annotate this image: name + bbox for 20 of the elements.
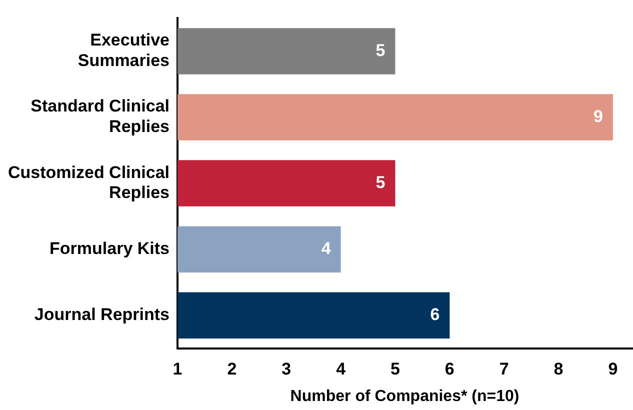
x-tick-label: 4 xyxy=(336,359,346,378)
x-tick-label: 5 xyxy=(390,359,400,378)
x-tick-label: 1 xyxy=(172,359,182,378)
y-tick-label: Standard Clinical Replies xyxy=(30,96,170,136)
data-label: 4 xyxy=(321,239,332,258)
x-tick-label: 6 xyxy=(444,359,454,378)
data-label: 9 xyxy=(593,106,603,126)
x-tick-label: 3 xyxy=(282,359,292,378)
y-tick-label: Formulary Kits xyxy=(50,239,170,258)
x-axis-title: Number of Companies* (n=10) xyxy=(290,388,520,405)
x-tick-label: 8 xyxy=(554,359,564,378)
y-tick-label: Customized Clinical Replies xyxy=(8,162,170,202)
x-tick-label: 7 xyxy=(499,359,509,378)
y-tick-label: Executive Summaries xyxy=(78,30,170,70)
x-tick-label: 2 xyxy=(227,359,237,378)
data-label: 5 xyxy=(376,40,386,60)
data-label: 5 xyxy=(376,172,386,192)
x-tick-label: 9 xyxy=(608,359,618,378)
y-tick-label: Journal Reprints xyxy=(34,305,170,324)
data-label: 6 xyxy=(430,305,440,324)
